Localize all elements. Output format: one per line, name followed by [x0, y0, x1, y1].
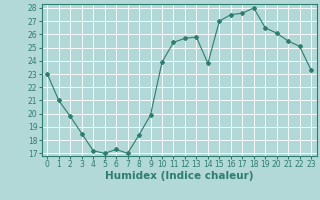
X-axis label: Humidex (Indice chaleur): Humidex (Indice chaleur)	[105, 171, 253, 181]
